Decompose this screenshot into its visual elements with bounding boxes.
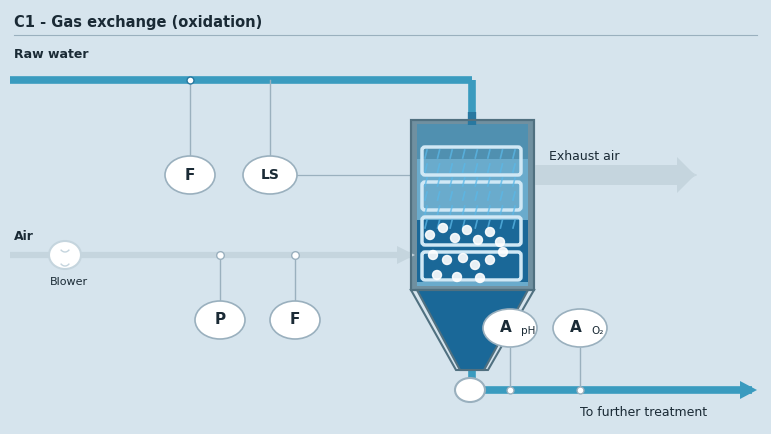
Ellipse shape <box>270 301 320 339</box>
Ellipse shape <box>243 156 297 194</box>
Circle shape <box>476 273 484 283</box>
Text: P: P <box>214 312 226 328</box>
Text: Raw water: Raw water <box>14 49 89 62</box>
Text: A: A <box>570 319 582 335</box>
Circle shape <box>486 227 494 237</box>
FancyBboxPatch shape <box>534 165 677 185</box>
Circle shape <box>439 224 447 233</box>
FancyBboxPatch shape <box>417 124 528 159</box>
Polygon shape <box>677 157 695 193</box>
Circle shape <box>429 250 437 260</box>
Ellipse shape <box>165 156 215 194</box>
Ellipse shape <box>49 241 81 269</box>
Circle shape <box>443 256 452 264</box>
Circle shape <box>499 247 507 256</box>
Text: Exhaust air: Exhaust air <box>549 151 620 164</box>
Ellipse shape <box>553 309 607 347</box>
Text: F: F <box>290 312 300 328</box>
Text: F: F <box>185 168 195 183</box>
Circle shape <box>450 233 460 243</box>
Circle shape <box>470 260 480 270</box>
Circle shape <box>459 253 467 263</box>
Text: A: A <box>500 319 512 335</box>
Polygon shape <box>417 290 528 370</box>
Text: LS: LS <box>261 168 279 182</box>
Text: Air: Air <box>14 230 34 243</box>
Text: Blower: Blower <box>50 277 88 287</box>
Polygon shape <box>397 246 415 264</box>
Circle shape <box>453 273 462 282</box>
Circle shape <box>486 256 494 264</box>
Circle shape <box>496 237 504 247</box>
Ellipse shape <box>455 378 485 402</box>
FancyBboxPatch shape <box>417 220 528 282</box>
Ellipse shape <box>195 301 245 339</box>
Ellipse shape <box>483 309 537 347</box>
Circle shape <box>433 270 442 279</box>
Text: pH: pH <box>521 326 535 336</box>
Circle shape <box>473 236 483 244</box>
FancyBboxPatch shape <box>417 124 528 286</box>
Text: C1 - Gas exchange (oxidation): C1 - Gas exchange (oxidation) <box>14 14 262 30</box>
Circle shape <box>426 230 435 240</box>
Polygon shape <box>740 381 757 399</box>
Text: To further treatment: To further treatment <box>580 406 707 419</box>
Text: O₂: O₂ <box>591 326 604 336</box>
FancyBboxPatch shape <box>411 120 534 290</box>
Circle shape <box>463 226 472 234</box>
